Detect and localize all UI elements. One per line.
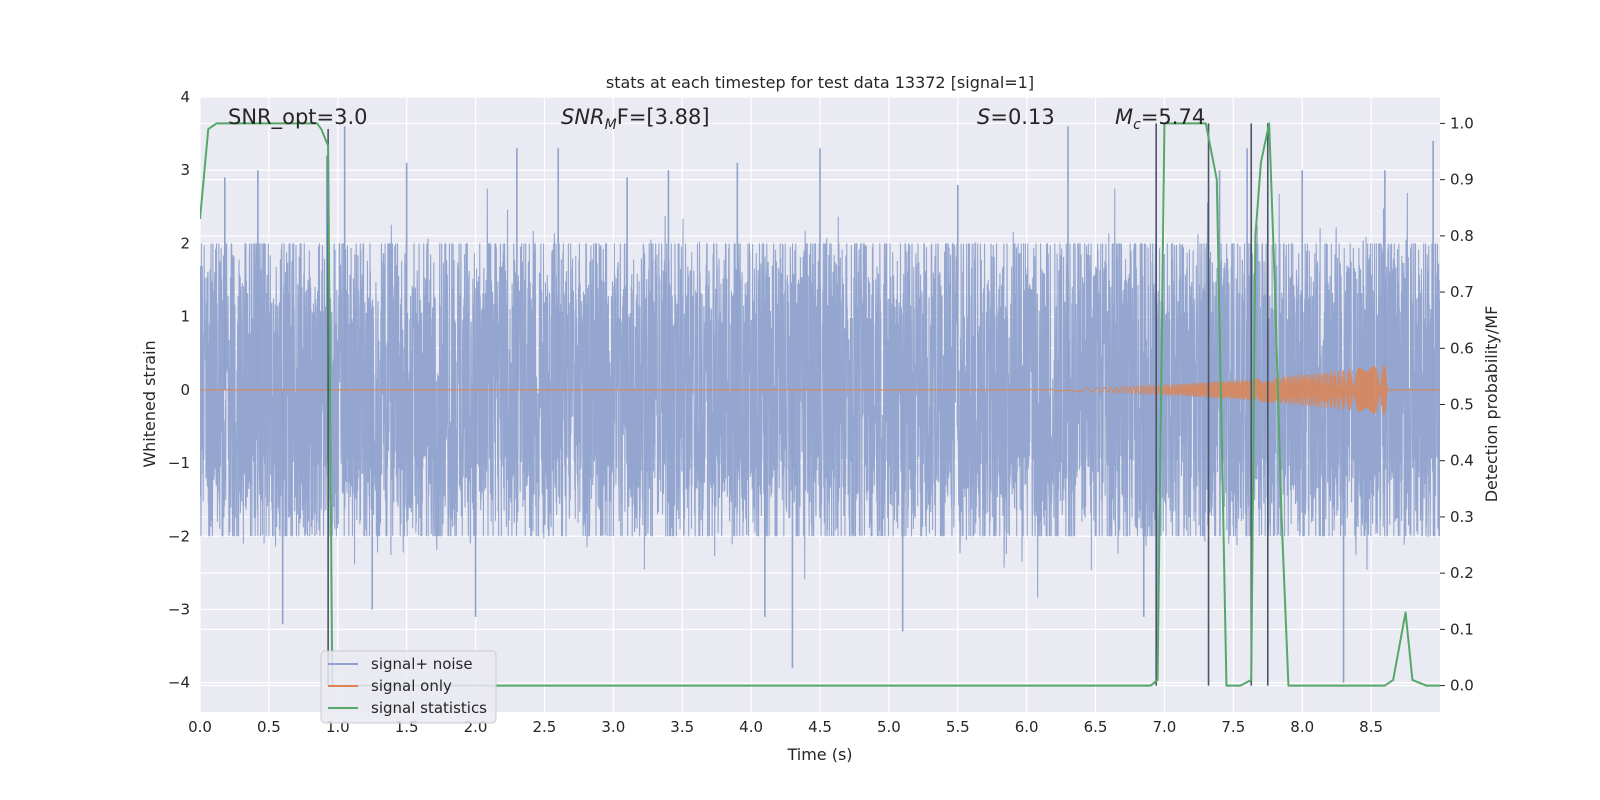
x-tick-label: 4.5 [808, 718, 832, 736]
right-y-tick-label: 0.9 [1450, 171, 1474, 189]
signal-plus-noise-series [200, 126, 1440, 683]
x-tick-label: 7.5 [1221, 718, 1245, 736]
annotation-snr-mf-subscript: M [605, 117, 617, 133]
annotation-s-main: S [977, 105, 990, 129]
annotation-mc-main: M [1115, 105, 1133, 129]
signal-noise-trace [200, 188, 1440, 598]
left-y-tick-label: 4 [180, 88, 190, 106]
right-y-tick-label: 0.2 [1450, 564, 1474, 582]
left-y-tick-label: −4 [168, 674, 190, 692]
right-y-tick-label: 0.3 [1450, 508, 1474, 526]
x-tick-label: 4.0 [739, 718, 763, 736]
annotation-mc-subscript: c [1133, 117, 1141, 133]
annotation-snr-mf-main: SNR [561, 105, 605, 129]
annotation-s: S=0.13 [977, 105, 1055, 129]
right-y-tick-label: 0.6 [1450, 339, 1474, 357]
right-y-tick-label: 0.4 [1450, 452, 1474, 470]
signal-only-trace [200, 364, 1440, 415]
legend-label-signal-statistics: signal statistics [371, 699, 487, 717]
left-y-tick-label: −2 [168, 527, 190, 545]
annotation-s-value: =0.13 [990, 105, 1054, 129]
x-tick-label: 8.0 [1290, 718, 1314, 736]
right-y-tick-label: 0.1 [1450, 620, 1474, 638]
x-tick-label: 6.0 [1015, 718, 1039, 736]
y-axis-label: Whitened strain [140, 340, 159, 467]
annotation-mc-value: =5.74 [1141, 105, 1205, 129]
x-tick-label: 8.5 [1359, 718, 1383, 736]
x-tick-label: 3.0 [601, 718, 625, 736]
left-y-tick-label: 3 [180, 161, 190, 179]
annotation-snr-opt: SNR_opt=3.0 [228, 105, 368, 130]
chart-title: stats at each timestep for test data 133… [606, 73, 1034, 92]
x-tick-label: 5.0 [877, 718, 901, 736]
right-y-axis-label: Detection probability/MF [1482, 306, 1501, 503]
right-y-tick-label: 0.5 [1450, 396, 1474, 414]
right-y-tick-label: 0.7 [1450, 283, 1474, 301]
signal-statistics-line [200, 122, 1440, 687]
left-y-tick-label: 1 [180, 308, 190, 326]
left-y-tick-label: 0 [180, 381, 190, 399]
right-y-tick-label: 1.0 [1450, 114, 1474, 132]
x-tick-label: 7.0 [1153, 718, 1177, 736]
signal-only-series [200, 364, 1440, 415]
x-tick-label: 0.0 [188, 718, 212, 736]
x-tick-label: 0.5 [257, 718, 281, 736]
left-y-tick-label: −3 [168, 601, 190, 619]
signal-statistics-series [200, 122, 1440, 687]
right-y-tick-label: 0.0 [1450, 677, 1474, 695]
x-axis-label: Time (s) [786, 745, 852, 764]
right-y-tick-labels: 1.0 0.9 0.8 0.7 0.6 0.5 0.4 0.3 0.2 0.1 0.0 [1440, 114, 1474, 695]
left-y-tick-label: −1 [168, 454, 190, 472]
x-tick-label: 6.5 [1084, 718, 1108, 736]
annotation-mc: Mc=5.74 [1115, 105, 1205, 133]
left-y-tick-label: 2 [180, 234, 190, 252]
x-tick-label: 5.5 [946, 718, 970, 736]
annotation-snr-mf: SNRMF=[3.88] [561, 105, 710, 133]
legend-label-signal-noise: signal+ noise [371, 655, 473, 673]
legend-box [320, 650, 497, 724]
x-tick-label: 3.5 [670, 718, 694, 736]
left-y-tick-labels: 4 3 2 1 0 −1 −2 −3 −4 [168, 88, 190, 692]
legend-label-signal-only: signal only [371, 677, 452, 695]
right-y-tick-label: 0.8 [1450, 227, 1474, 245]
legend: signal+ noise signal only signal statist… [320, 650, 497, 724]
annotation-snr-mf-value: F=[3.88] [617, 105, 710, 129]
x-tick-label: 2.5 [533, 718, 557, 736]
